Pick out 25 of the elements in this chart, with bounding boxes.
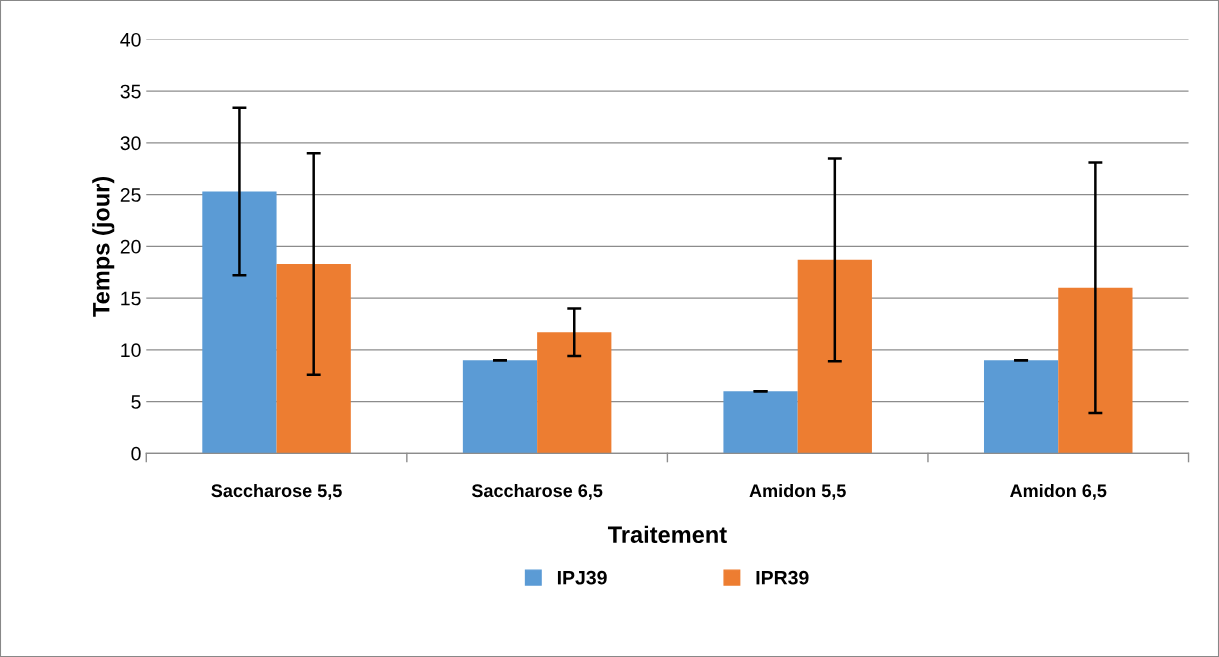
bar [462, 360, 538, 454]
y-tick-label: 40 [120, 32, 141, 47]
bar [537, 332, 612, 454]
legend-label: IPR39 [756, 570, 809, 585]
x-tick-label: Amidon 5,5 [749, 483, 846, 500]
bar [276, 263, 351, 454]
y-tick-label: 20 [120, 239, 141, 254]
bar [1058, 287, 1133, 454]
y-tick-label: 5 [131, 395, 141, 409]
bar [983, 360, 1059, 454]
y-tick-label: 25 [120, 188, 141, 202]
x-tick-label: Saccharose 6,5 [471, 483, 603, 500]
y-tick-label: 35 [120, 84, 141, 99]
x-tick-label: Saccharose 5,5 [211, 483, 342, 500]
bar [797, 259, 872, 454]
legend-label: IPJ39 [557, 570, 607, 585]
y-tick-label: 10 [121, 343, 141, 358]
x-axis-title: Traitement [607, 525, 727, 544]
bar [202, 191, 277, 454]
y-tick-label: 30 [120, 136, 141, 151]
y-tick-label: 15 [121, 291, 141, 306]
y-axis-title: Temps (jour) [92, 176, 115, 317]
x-tick-label: Amidon 6,5 [1010, 483, 1107, 500]
y-tick-label: 0 [131, 446, 141, 461]
bar [723, 391, 798, 454]
